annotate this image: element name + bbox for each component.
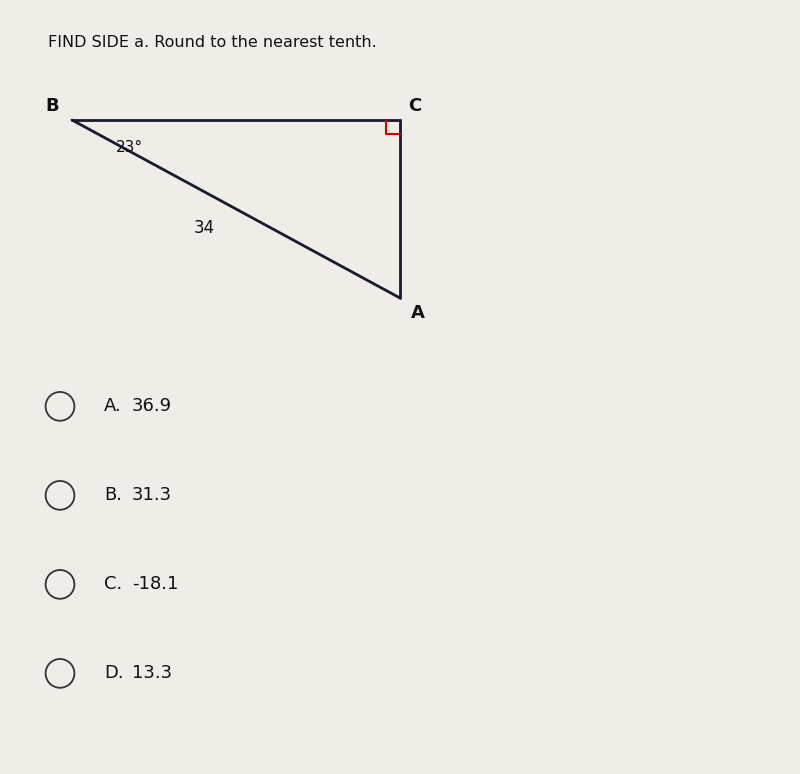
Text: A: A (410, 304, 425, 323)
Text: 36.9: 36.9 (132, 397, 172, 416)
Text: 34: 34 (194, 219, 214, 238)
Text: FIND SIDE a. Round to the nearest tenth.: FIND SIDE a. Round to the nearest tenth. (48, 35, 377, 50)
Text: -18.1: -18.1 (132, 575, 178, 594)
Text: A.: A. (104, 397, 122, 416)
Text: 23°: 23° (116, 139, 143, 155)
Text: D.: D. (104, 664, 124, 683)
Text: 31.3: 31.3 (132, 486, 172, 505)
Text: B.: B. (104, 486, 122, 505)
Text: 13.3: 13.3 (132, 664, 172, 683)
Text: C.: C. (104, 575, 122, 594)
Text: C: C (408, 97, 421, 115)
Text: B: B (45, 97, 59, 115)
